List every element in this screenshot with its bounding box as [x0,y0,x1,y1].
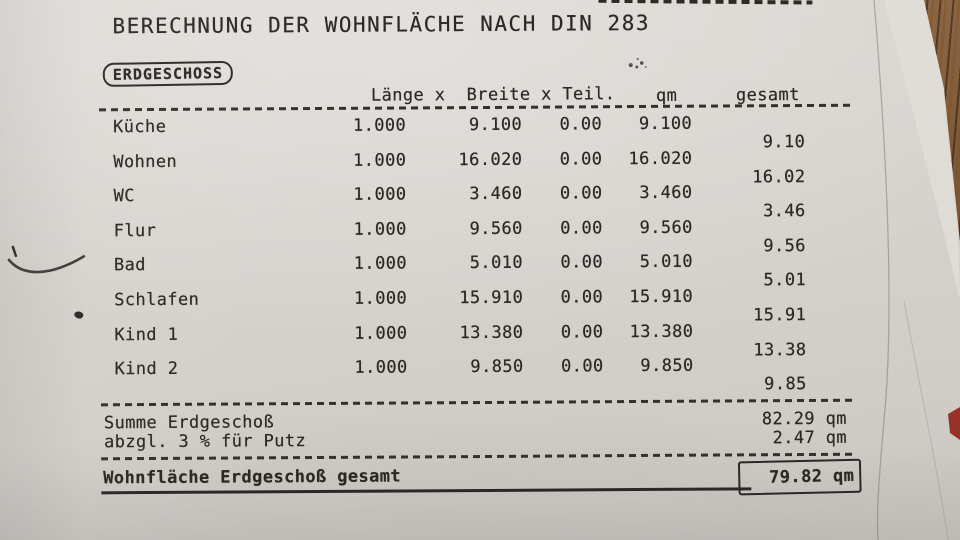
qm-value: 9.100 [638,113,693,135]
dashed-divider [101,452,854,460]
summary-label: abzgl. 3 % für Putz [103,431,307,453]
column-header-qm: qm [655,85,678,106]
room-name: Wohnen [113,151,178,173]
breite-value: 9.560 [469,218,523,240]
room-name: Bad [113,255,146,276]
room-name: Kind 2 [114,358,179,380]
table-row: Bad 1.000 5.010 0.00 5.010 5.01 [100,251,850,293]
gesamt-value: 9.10 [762,132,806,153]
teil-value: 0.00 [559,183,603,204]
column-header-dimensions: Länge x Breite x Teil. [370,84,616,106]
qm-value: 9.560 [639,217,693,239]
breite-value: 13.380 [459,322,524,344]
laenge-value: 1.000 [352,115,407,136]
room-name: Küche [113,116,167,138]
gesamt-value: 9.85 [764,374,807,395]
teil-value: 0.00 [560,252,604,273]
table-row: Schlafen 1.000 15.910 0.00 15.910 15.91 [100,286,850,328]
teil-value: 0.00 [560,287,604,308]
teil-value: 0.00 [559,114,603,135]
breite-value: 15.910 [459,287,524,309]
total-underline [101,487,752,494]
dashed-divider [100,398,853,406]
column-header-gesamt: gesamt [735,85,800,106]
handwritten-check-mark [7,245,86,274]
total-value: 79.82 qm [768,465,855,488]
ink-smudge-mark [628,57,647,69]
ink-dot-mark [73,309,85,321]
summary-label: Summe Erdgeschoß [103,412,275,434]
teil-value: 0.00 [560,218,603,239]
qm-value: 5.010 [639,251,694,273]
breite-value: 9.850 [470,356,524,378]
torn-dash-line-top [598,0,813,5]
summary-value: 2.47 qm [772,427,848,449]
laenge-value: 1.000 [354,357,408,378]
breite-value: 3.460 [469,183,523,205]
qm-value: 9.850 [640,355,694,377]
table-row: Kind 2 1.000 9.850 0.00 9.850 9.85 [101,355,851,397]
room-name: Flur [113,220,157,242]
laenge-value: 1.000 [353,184,407,205]
section-label-erdgeschoss: ERDGESCHOSS [102,60,234,87]
qm-value: 13.380 [629,321,694,343]
room-name: WC [113,186,135,207]
laenge-value: 1.000 [353,219,407,240]
laenge-value: 1.000 [353,288,408,309]
breite-value: 5.010 [469,252,524,274]
teil-value: 0.00 [560,322,604,343]
room-name: Schlafen [114,289,200,311]
gesamt-value: 5.01 [763,270,807,291]
table-row: Küche 1.000 9.100 0.00 9.100 9.10 [99,113,849,155]
teil-value: 0.00 [560,356,604,377]
table-row: WC 1.000 3.460 0.00 3.460 3.46 [99,182,849,224]
total-label: Wohnfläche Erdgeschoß gesamt [103,466,402,489]
page-title: BERECHNUNG DER WOHNFLÄCHE NACH DIN 283 [112,10,651,39]
total-value-box: 79.82 qm [737,458,862,496]
summary-row: Summe Erdgeschoß 82.29 qm [101,409,851,434]
breite-value: 16.020 [458,149,523,171]
gesamt-value: 3.46 [763,201,806,222]
summary-value: 82.29 qm [761,408,847,430]
qm-value: 16.020 [628,148,693,170]
qm-value: 3.460 [639,182,693,204]
room-name: Kind 1 [114,324,179,346]
teil-value: 0.00 [559,149,603,170]
laenge-value: 1.000 [353,253,408,274]
gesamt-value: 15.91 [753,305,807,326]
breite-value: 9.100 [468,114,523,136]
laenge-value: 1.000 [353,150,407,171]
laenge-value: 1.000 [354,323,408,344]
qm-value: 15.910 [629,286,694,308]
